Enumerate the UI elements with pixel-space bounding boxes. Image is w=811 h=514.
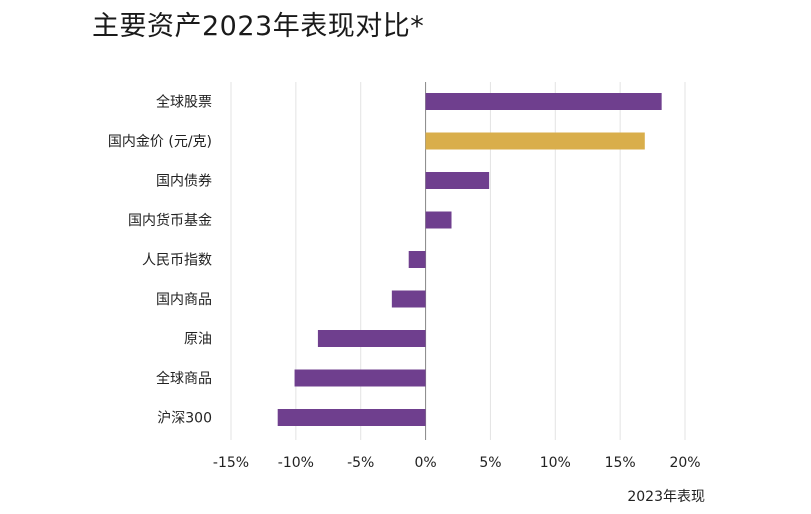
x-tick-label: 10%	[540, 455, 571, 471]
category-label: 国内债券	[156, 174, 212, 190]
x-axis-label: 2023年表现	[627, 489, 705, 505]
x-tick-label: -15%	[213, 455, 249, 471]
bar	[294, 369, 426, 387]
category-label: 国内商品	[156, 292, 212, 308]
chart-title: 主要资产2023年表现对比*	[92, 11, 425, 42]
category-label: 沪深300	[157, 411, 212, 427]
x-tick-label: 0%	[414, 455, 436, 471]
bar	[277, 409, 426, 426]
tick-labels: -15% -10% -5% 0% 5% 10% 15% 20%	[213, 455, 701, 471]
category-label: 原油	[184, 332, 212, 348]
bar	[425, 172, 490, 189]
category-label: 国内货币基金	[128, 212, 212, 229]
x-tick-label: -10%	[278, 455, 314, 471]
bar-layer	[277, 93, 662, 426]
bar	[425, 132, 645, 150]
bar	[408, 251, 426, 268]
x-tick-label: 15%	[605, 455, 636, 471]
x-tick-label: -5%	[347, 455, 374, 471]
category-label: 全球股票	[156, 94, 212, 111]
x-tick-label: 20%	[669, 455, 700, 471]
x-tick-label: 5%	[479, 455, 501, 471]
category-label: 人民币指数	[142, 253, 212, 269]
bar	[425, 93, 662, 110]
category-label: 全球商品	[156, 370, 212, 387]
bar	[391, 290, 426, 308]
bar	[317, 330, 426, 347]
bar	[425, 211, 452, 229]
category-label: 国内金价 (元/克)	[108, 134, 212, 150]
